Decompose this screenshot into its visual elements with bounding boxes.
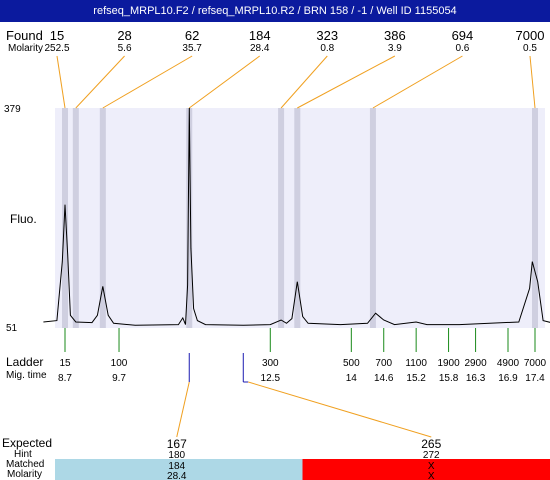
ladder-size-label: 1900 — [437, 358, 460, 369]
matched-label: Matched — [6, 459, 45, 470]
found-label: Found — [6, 28, 43, 43]
expected-connector — [176, 381, 190, 438]
ladder-size-label: 300 — [262, 358, 279, 369]
found-connector — [280, 55, 328, 109]
found-molarity-label: 0.8 — [320, 43, 334, 54]
expected-connector — [248, 381, 432, 438]
matched-bar-segment — [302, 459, 550, 480]
hint-value-label: 180 — [168, 450, 185, 461]
found-connector — [529, 55, 536, 109]
matched-value-label: X — [428, 461, 435, 472]
found-molarity-label: 5.6 — [118, 43, 132, 54]
found-size-label: 694 — [452, 28, 474, 43]
ladder-migtime-label: 14.6 — [374, 373, 394, 384]
found-connector — [56, 55, 66, 109]
found-size-label: 184 — [249, 28, 271, 43]
y-max-label: 379 — [4, 104, 21, 115]
fluo-axis-label: Fluo. — [10, 212, 37, 226]
hint-value-label: 272 — [423, 450, 440, 461]
found-peak-band — [369, 108, 376, 328]
found-size-label: 28 — [117, 28, 131, 43]
molarity-bottom-label: Molarity — [7, 469, 43, 480]
ladder-migtime-label: 15.2 — [406, 373, 426, 384]
found-molarity-label: 28.4 — [250, 43, 270, 54]
chart-title-bar: refseq_MRPL10.F2 / refseq_MRPL10.R2 / BR… — [0, 0, 550, 22]
ladder-size-label: 1100 — [405, 358, 427, 369]
ladder-migtime-label: 16.9 — [498, 373, 518, 384]
ladder-migtime-label: 12.5 — [261, 373, 281, 384]
found-peak-band — [99, 108, 106, 328]
matched-bar-segment — [55, 459, 303, 480]
chart-title: refseq_MRPL10.F2 / refseq_MRPL10.R2 / BR… — [93, 5, 457, 17]
ladder-migtime-label: 14 — [346, 373, 358, 384]
found-connector — [372, 55, 463, 109]
ladder-migtime-label: 15.8 — [439, 373, 459, 384]
found-size-label: 15 — [50, 28, 64, 43]
expected-size-label: 167 — [167, 437, 187, 451]
matched-molarity-label: X — [428, 471, 435, 480]
matched-molarity-label: 28.4 — [167, 471, 187, 480]
found-molarity-label: 35.7 — [182, 43, 202, 54]
found-peak-band — [278, 108, 285, 328]
found-molarity-label: 252.5 — [44, 43, 69, 54]
found-peak-band — [186, 108, 193, 328]
ladder-size-label: 2900 — [464, 358, 487, 369]
fluorescence-trace — [43, 107, 550, 326]
ladder-migtime-label: 9.7 — [112, 373, 126, 384]
ladder-migtime-label: 17.4 — [525, 373, 545, 384]
expected-label: Expected — [2, 436, 53, 450]
found-size-label: 323 — [316, 28, 338, 43]
found-connector — [102, 55, 193, 109]
found-connector — [297, 55, 396, 109]
ladder-size-label: 100 — [111, 358, 128, 369]
found-peak-band — [72, 108, 79, 328]
molarity-label: Molarity — [8, 43, 44, 54]
matched-value-label: 184 — [168, 461, 185, 472]
hint-label: Hint — [14, 449, 32, 460]
expected-size-label: 265 — [421, 437, 441, 451]
ladder-migtime-label: 16.3 — [466, 373, 486, 384]
found-peak-band — [294, 108, 301, 328]
ladder-label: Ladder — [6, 355, 44, 369]
ladder-migtime-label: 8.7 — [58, 373, 72, 384]
found-molarity-label: 0.6 — [455, 43, 469, 54]
found-connector — [75, 55, 125, 109]
ladder-size-label: 500 — [343, 358, 360, 369]
ladder-size-label: 7000 — [524, 358, 547, 369]
found-size-label: 386 — [384, 28, 406, 43]
mig-time-label: Mig. time — [6, 370, 47, 381]
found-peak-band — [62, 108, 68, 328]
found-molarity-label: 0.5 — [523, 43, 537, 54]
y-min-label: 51 — [6, 323, 18, 334]
ladder-size-label: 4900 — [497, 358, 520, 369]
found-peak-band — [532, 108, 538, 328]
found-size-label: 62 — [185, 28, 199, 43]
found-size-label: 7000 — [516, 28, 545, 43]
found-molarity-label: 3.9 — [388, 43, 402, 54]
found-connector — [188, 55, 261, 109]
ladder-size-label: 700 — [375, 358, 392, 369]
ladder-size-label: 15 — [59, 358, 71, 369]
